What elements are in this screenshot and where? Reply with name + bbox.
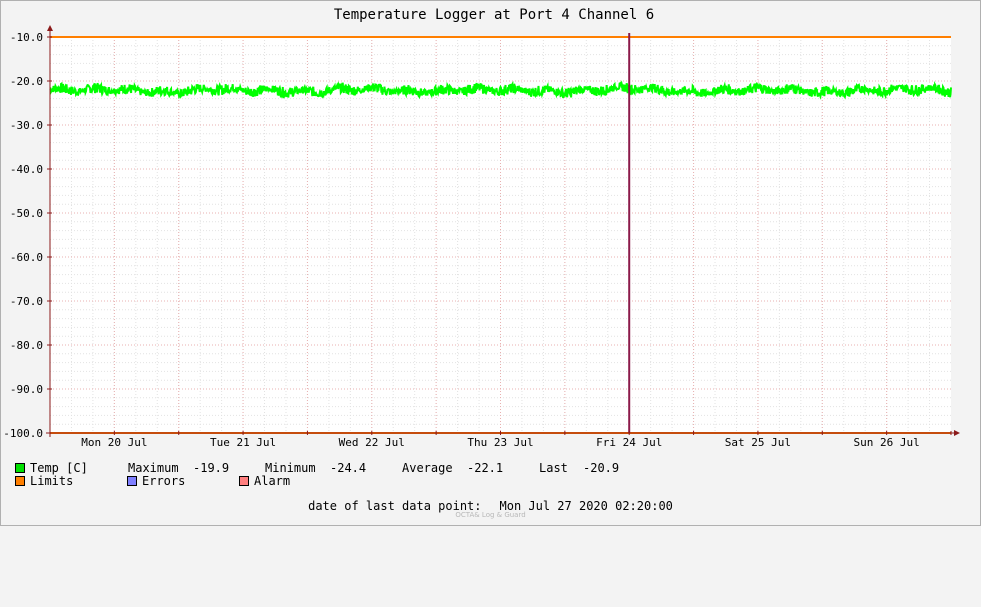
min-value: -24.4 bbox=[330, 461, 367, 475]
legend-temp-label: Temp [C] bbox=[30, 461, 88, 475]
series-temp-group bbox=[49, 80, 952, 100]
last-label: Last bbox=[539, 461, 568, 475]
last-data-point-value: Mon Jul 27 2020 02:20:00 bbox=[499, 499, 673, 513]
errors-swatch bbox=[127, 476, 137, 486]
last-value: -20.9 bbox=[583, 461, 620, 475]
y-tick-label: -100.0 bbox=[3, 427, 43, 440]
legend-errors-label: Errors bbox=[142, 474, 186, 488]
last-data-point-label: date of last data point: bbox=[308, 499, 482, 513]
min-label: Minimum bbox=[265, 461, 316, 475]
chart-axes bbox=[46, 25, 960, 437]
legend: Temp [C] Maximum -19.9 Minimum -24.4 Ave… bbox=[15, 462, 619, 488]
y-tick-label: -90.0 bbox=[10, 383, 43, 396]
legend-row-status: Limits Errors Alarm bbox=[15, 475, 290, 488]
watermark: OCTA& Log & Guard bbox=[455, 511, 526, 519]
alarm-swatch bbox=[239, 476, 249, 486]
limits-swatch bbox=[15, 476, 25, 486]
series-temp-line bbox=[49, 80, 952, 100]
x-tick-label: Wed 22 Jul bbox=[339, 436, 405, 449]
y-tick-label: -80.0 bbox=[10, 339, 43, 352]
x-tick-label: Tue 21 Jul bbox=[210, 436, 276, 449]
legend-limits-label: Limits bbox=[30, 474, 74, 488]
x-tick-label: Thu 23 Jul bbox=[467, 436, 533, 449]
x-tick-label: Mon 20 Jul bbox=[81, 436, 147, 449]
avg-value: -22.1 bbox=[467, 461, 504, 475]
legend-row-temp: Temp [C] Maximum -19.9 Minimum -24.4 Ave… bbox=[15, 462, 619, 475]
x-tick-label: Fri 24 Jul bbox=[596, 436, 662, 449]
chart-svg: -10.0 -20.0 -30.0 -40.0 -50.0 -60.0 -70.0 -80.0… bbox=[3, 7, 960, 449]
max-value: -19.9 bbox=[193, 461, 230, 475]
legend-alarm-label: Alarm bbox=[254, 474, 291, 488]
last-data-point: date of last data point: Mon Jul 27 2020 … bbox=[0, 499, 981, 513]
x-tick-labels: Mon 20 Jul Tue 21 Jul Wed 22 Jul Thu 23 Jul… bbox=[81, 436, 920, 449]
y-tick-label: -40.0 bbox=[10, 163, 43, 176]
x-axis-arrow bbox=[954, 430, 960, 436]
temp-swatch bbox=[15, 463, 25, 473]
y-tick-label: -50.0 bbox=[10, 207, 43, 220]
avg-label: Average bbox=[402, 461, 453, 475]
y-tick-label: -60.0 bbox=[10, 251, 43, 264]
x-tick-label: Sat 25 Jul bbox=[725, 436, 791, 449]
x-tick-label: Sun 26 Jul bbox=[854, 436, 920, 449]
y-tick-label: -70.0 bbox=[10, 295, 43, 308]
y-tick-label: -10.0 bbox=[10, 31, 43, 44]
max-label: Maximum bbox=[128, 461, 179, 475]
y-axis-arrow bbox=[47, 25, 53, 31]
y-tick-label: -30.0 bbox=[10, 119, 43, 132]
chart-title: Temperature Logger at Port 4 Channel 6 bbox=[334, 7, 654, 23]
y-tick-labels: -10.0 -20.0 -30.0 -40.0 -50.0 -60.0 -70.0 -80.0… bbox=[3, 31, 43, 440]
y-tick-label: -20.0 bbox=[10, 75, 43, 88]
